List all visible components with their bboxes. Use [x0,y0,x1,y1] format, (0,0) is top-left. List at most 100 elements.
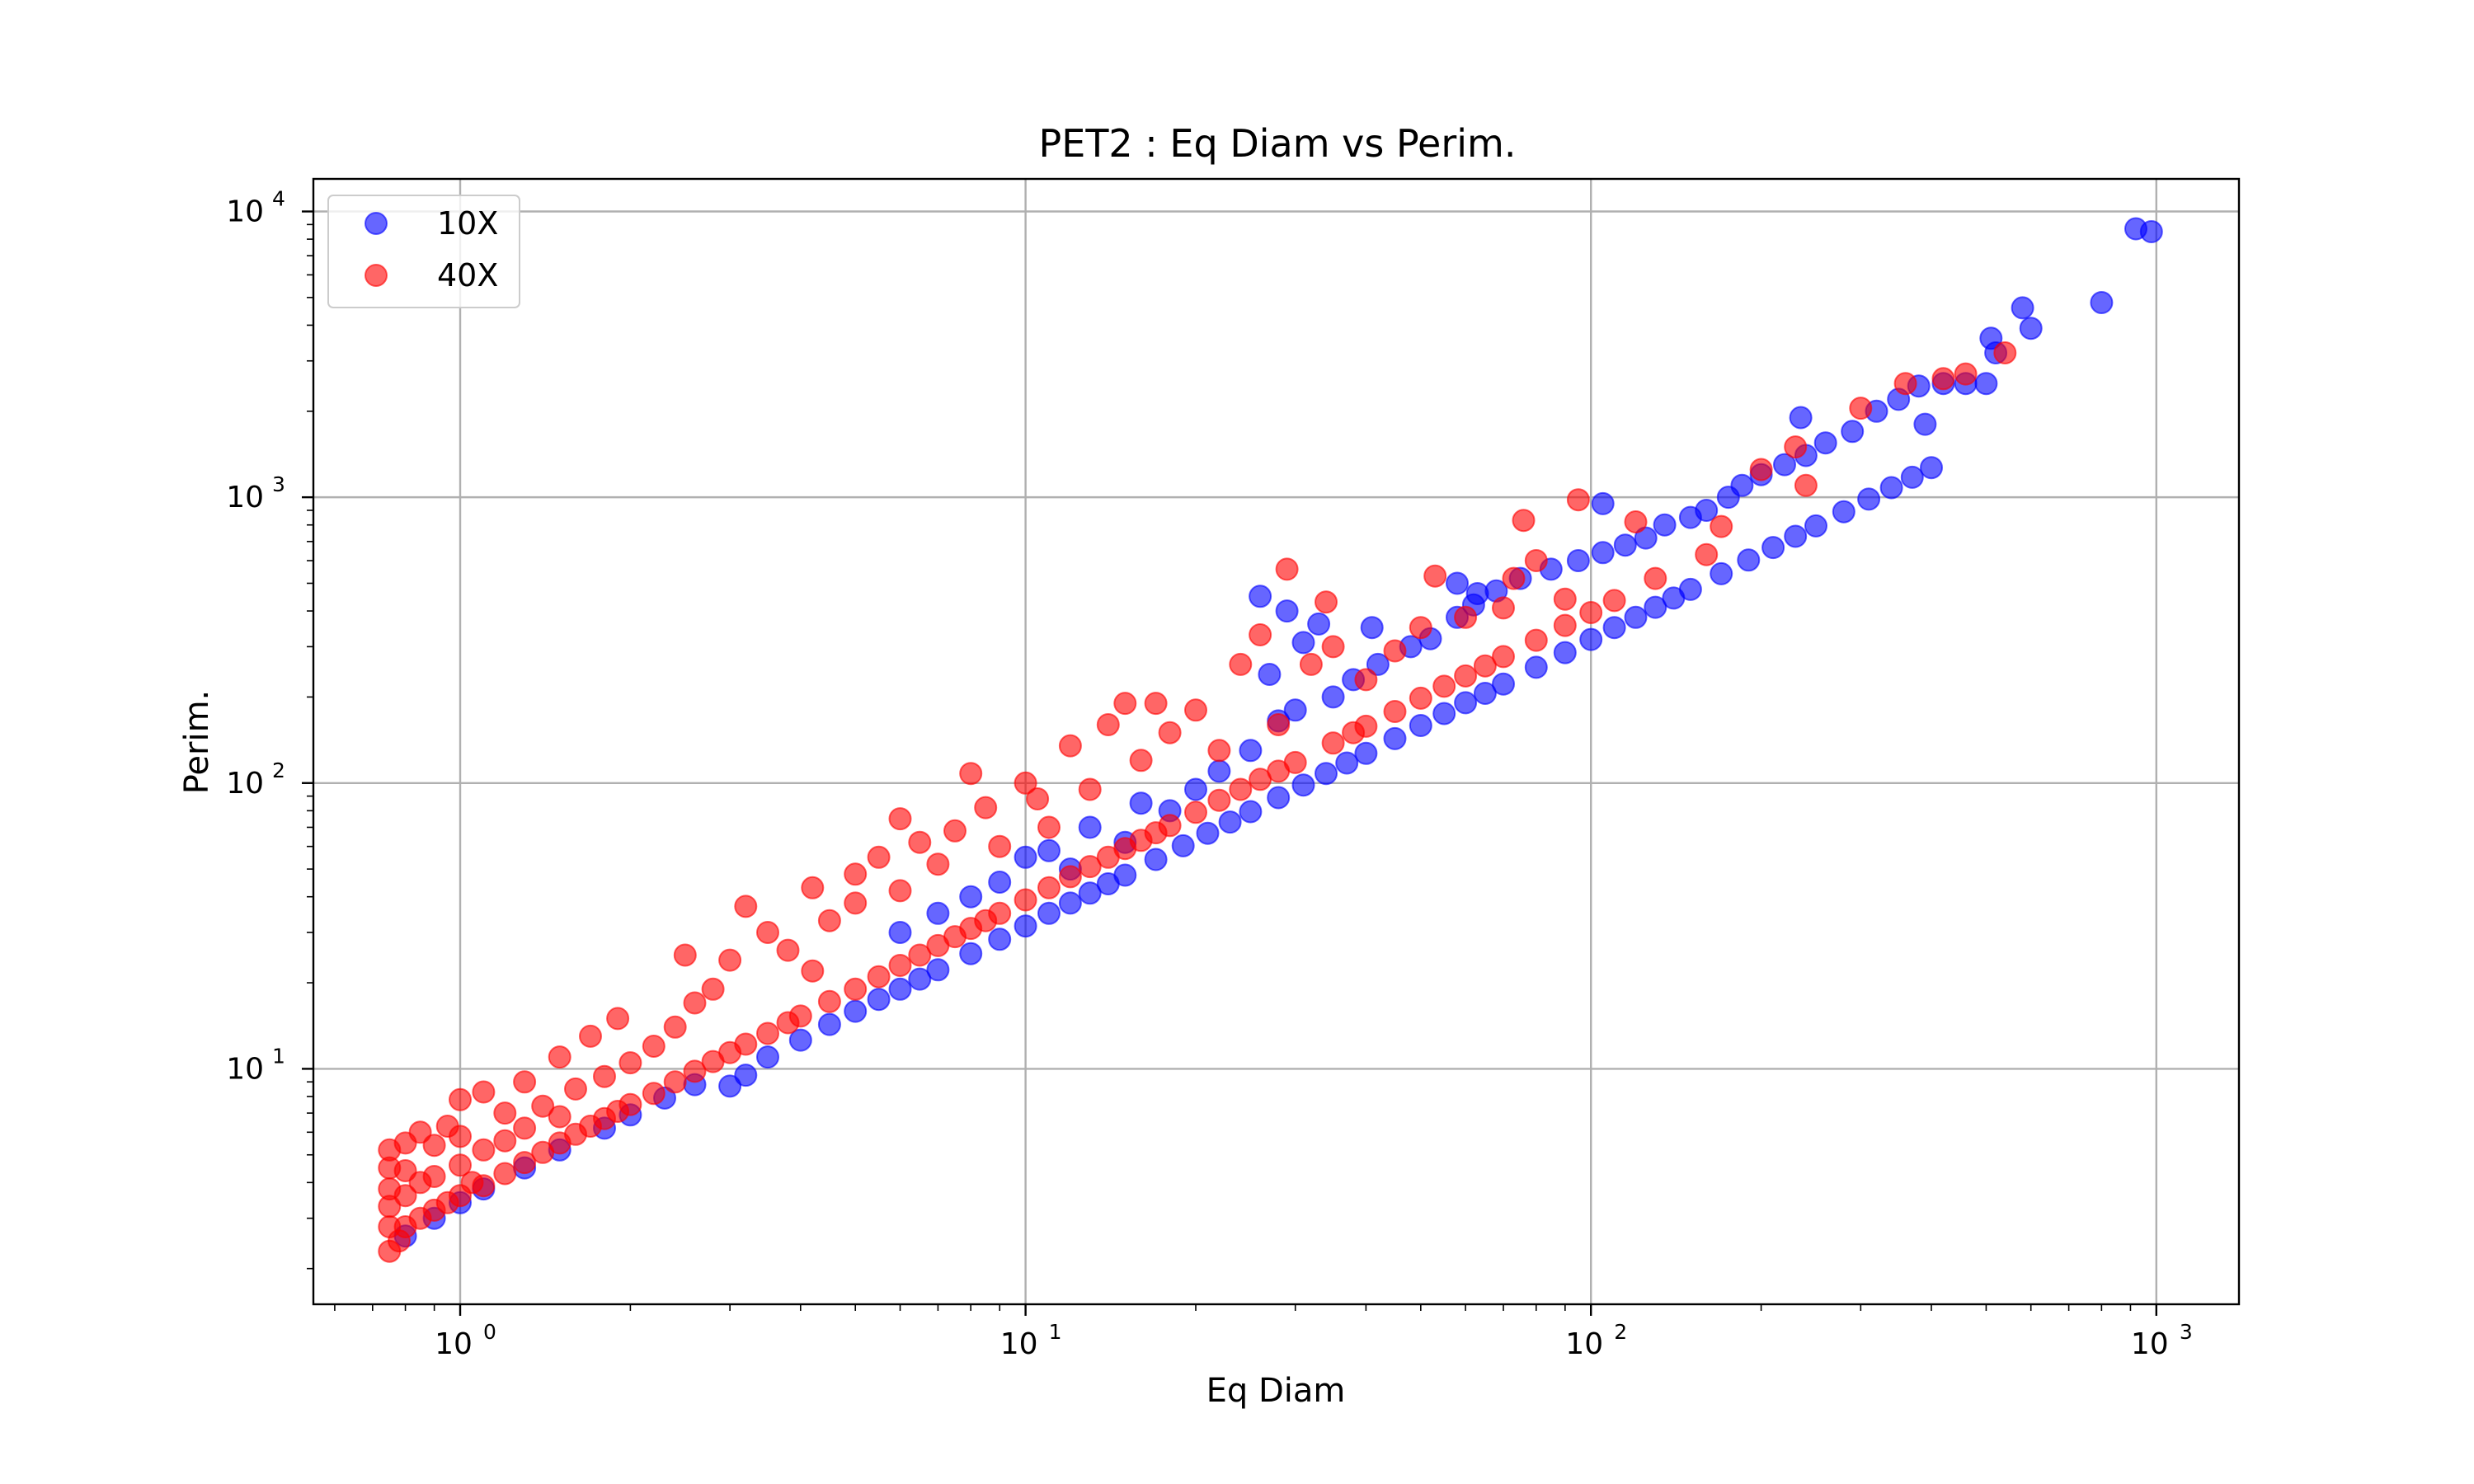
data-point-40x [1512,509,1536,533]
data-point-10x [1446,571,1469,595]
data-point-10x [1291,631,1315,655]
data-point-10x [1239,739,1263,763]
data-point-40x [1229,777,1253,801]
grid-lines [313,179,2239,1304]
data-point-10x [1307,612,1331,636]
data-point-10x [1335,751,1359,775]
data-point-40x [844,977,868,1001]
data-point-40x [1014,888,1037,912]
data-point-40x [1492,596,1515,620]
data-point-40x [701,977,725,1001]
y-tick-label: 10 [226,1052,264,1086]
data-point-40x [943,819,967,843]
x-tick-exponent: 2 [1614,1320,1627,1344]
data-point-40x [1283,750,1307,774]
legend-marker-40x [365,264,388,287]
data-point-40x [472,1174,496,1198]
y-tick-exponent: 4 [272,186,285,210]
data-point-10x [1789,406,1813,430]
data-point-40x [1566,488,1590,512]
data-point-10x [1678,577,1702,601]
data-point-40x [1644,566,1667,590]
x-tick-exponent: 1 [1049,1320,1062,1344]
data-point-40x [1184,698,1207,722]
data-point-40x [642,1035,666,1058]
x-tick-label: 10 [1000,1327,1038,1361]
data-point-40x [756,921,779,944]
data-point-10x [1602,616,1626,640]
data-point-40x [1794,473,1818,497]
data-point-40x [1602,589,1626,613]
data-point-10x [1291,773,1315,797]
data-point-40x [1037,815,1061,839]
data-point-40x [513,1070,537,1094]
data-point-40x [513,1151,537,1175]
data-point-40x [988,901,1012,925]
data-point-10x [1360,616,1384,640]
data-point-10x [1366,652,1390,676]
data-point-10x [718,1074,742,1098]
data-point-10x [734,1064,758,1087]
data-point-10x [1524,655,1548,679]
data-point-40x [1207,739,1231,763]
data-point-10x [1804,514,1827,538]
data-point-10x [2011,296,2034,320]
data-point-10x [988,871,1012,894]
data-point-10x [1879,476,1903,500]
x-tick-label: 10 [1565,1327,1603,1361]
data-point-40x [1184,801,1207,824]
data-point-10x [1454,691,1478,715]
data-point-40x [422,1165,446,1188]
data-point-40x [1096,713,1120,736]
data-point-10x [1249,585,1272,608]
legend-label-10x: 10X [437,205,498,242]
data-point-10x [1737,548,1761,572]
data-point-40x [1144,692,1168,716]
data-point-40x [1993,341,2017,364]
y-tick-label: 10 [226,195,264,228]
data-point-10x [1014,914,1037,938]
data-point-40x [1158,721,1182,744]
y-tick-label: 10 [226,481,264,514]
data-point-40x [1354,714,1378,738]
data-point-40x [618,1051,642,1075]
plot-frame [312,177,2241,1306]
data-point-10x [817,1012,841,1036]
data-point-40x [472,1138,496,1162]
data-point-10x [1196,821,1220,845]
data-point-40x [1784,435,1808,459]
data-point-40x [1409,686,1432,710]
data-point-40x [888,879,912,903]
data-point-10x [1900,465,1924,489]
data-point-40x [593,1064,616,1088]
data-point-40x [1014,771,1037,795]
data-point-10x [1832,500,1856,524]
data-point-40x [817,909,841,932]
data-point-40x [1502,566,1526,590]
data-point-40x [673,943,697,967]
data-point-40x [844,862,868,886]
data-point-10x [1037,838,1061,862]
data-point-10x [1171,834,1195,857]
data-point-40x [1524,628,1548,652]
data-point-40x [1026,787,1050,810]
data-point-40x [513,1116,537,1140]
data-point-40x [988,834,1012,858]
data-point-40x [908,830,932,854]
data-point-10x [2019,317,2043,340]
data-point-10x [1913,412,1937,436]
data-point-40x [1037,876,1061,899]
data-point-10x [756,1045,779,1069]
data-point-40x [1954,362,1978,386]
data-point-10x [1974,372,1998,396]
data-point-40x [1524,549,1548,572]
data-point-40x [908,943,932,967]
data-point-10x [1624,605,1648,629]
data-point-40x [472,1080,496,1104]
data-point-40x [756,1021,779,1045]
data-point-10x [1579,627,1603,651]
data-point-10x [1813,431,1837,455]
data-point-40x [776,938,800,962]
data-point-40x [1299,652,1323,676]
data-point-10x [1566,549,1590,572]
